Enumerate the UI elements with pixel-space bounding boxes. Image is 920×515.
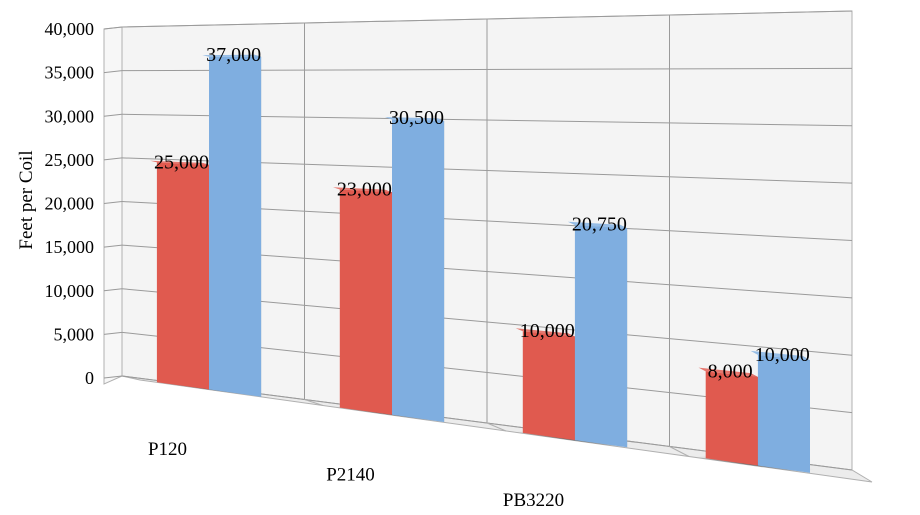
bar-1-1 bbox=[385, 117, 445, 422]
bar bbox=[209, 56, 262, 397]
gridline-side bbox=[103, 113, 123, 117]
bar-top bbox=[515, 328, 575, 337]
y-tick-label: 0 bbox=[85, 368, 94, 388]
data-label: 23,000 bbox=[337, 178, 392, 200]
bar-2-0 bbox=[515, 328, 575, 441]
y-axis-ticks: 0 5,000 10,000 15,000 20,000 25,000 30,000 35,0… bbox=[45, 19, 95, 388]
bar bbox=[705, 371, 758, 466]
bar-1-0 bbox=[333, 187, 392, 415]
category-labels: P120P2140PB3220XB5620 bbox=[148, 439, 564, 511]
bar-3-0 bbox=[698, 367, 758, 466]
data-label: 20,750 bbox=[572, 214, 627, 236]
data-label: 30,500 bbox=[389, 107, 444, 129]
bars bbox=[150, 54, 810, 473]
bar bbox=[339, 189, 392, 415]
category-label: P120 bbox=[148, 439, 187, 460]
floor-divider bbox=[304, 399, 324, 406]
bar-top bbox=[385, 117, 445, 121]
data-label: 25,000 bbox=[154, 151, 209, 173]
floor-divider bbox=[669, 446, 690, 457]
gridline-side bbox=[103, 331, 123, 335]
bar-0-1 bbox=[202, 54, 262, 397]
data-label: 8,000 bbox=[708, 360, 753, 382]
gridline-side bbox=[103, 244, 123, 248]
bar bbox=[392, 119, 445, 422]
bar-2-1 bbox=[567, 221, 628, 448]
gridline-side bbox=[103, 70, 123, 74]
bar-0-0 bbox=[150, 160, 209, 390]
data-labels: 25,000 37,000 23,000 30,500 10,000 20,750 8,00… bbox=[154, 44, 810, 383]
data-label: 10,000 bbox=[755, 344, 810, 366]
y-tick-label: 20,000 bbox=[45, 194, 95, 214]
y-tick-label: 35,000 bbox=[45, 63, 95, 83]
y-axis-title: Feet per Coil bbox=[16, 150, 37, 249]
side-wall bbox=[103, 26, 123, 385]
bar bbox=[757, 354, 810, 473]
gridline-side bbox=[103, 375, 123, 379]
gridline-side bbox=[103, 288, 123, 292]
y-tick-label: 10,000 bbox=[45, 281, 95, 301]
bar bbox=[574, 225, 628, 448]
bar-top bbox=[698, 367, 758, 377]
bar-top bbox=[567, 221, 628, 229]
y-tick-label: 15,000 bbox=[45, 237, 95, 257]
gridline-side bbox=[103, 26, 123, 30]
y-tick-label: 25,000 bbox=[45, 150, 95, 170]
bar-3-1 bbox=[750, 350, 810, 473]
bar-top bbox=[202, 54, 262, 57]
bar-top bbox=[150, 160, 209, 165]
category-label: PB3220 bbox=[503, 490, 564, 511]
y-tick-label: 40,000 bbox=[45, 19, 95, 39]
bar-top bbox=[333, 187, 392, 193]
gridline-side bbox=[103, 201, 123, 204]
y-tick-label: 30,000 bbox=[45, 106, 95, 126]
y-tick-label: 5,000 bbox=[54, 324, 95, 344]
bar bbox=[156, 162, 209, 390]
bar bbox=[522, 331, 575, 441]
floor-divider bbox=[486, 422, 507, 432]
data-label: 37,000 bbox=[206, 44, 261, 66]
data-label: 10,000 bbox=[520, 320, 575, 342]
gridline-side bbox=[103, 157, 123, 161]
bar-top bbox=[750, 350, 810, 361]
category-label: P2140 bbox=[326, 464, 375, 485]
